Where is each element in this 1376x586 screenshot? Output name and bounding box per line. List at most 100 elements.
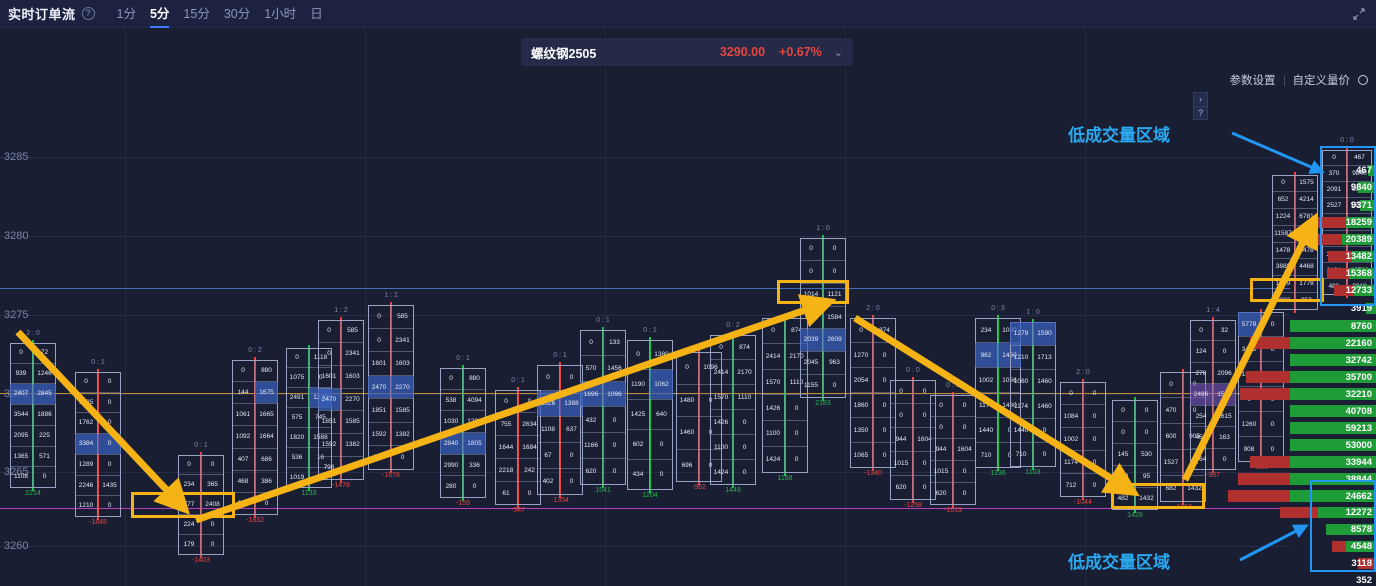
bid-volume-cell: 1155: [800, 375, 823, 397]
gridline-vertical: [605, 28, 606, 586]
question-circle-icon[interactable]: ?: [81, 7, 95, 20]
footprint-row: 652 4214: [1272, 191, 1318, 209]
bid-volume-cell: 0: [930, 395, 953, 416]
footprint-candle[interactable]: 1 : 0 0 0 0 0 1014 1121 499 1584 2039 2609 2045 963 1…: [800, 225, 846, 407]
footprint-candle[interactable]: 1 : 0 1279 1590 1210 1713 1060 1460 1174 1460 144…: [1010, 309, 1056, 476]
footprint-row: 1592 1382: [318, 434, 364, 458]
footprint-candle[interactable]: 1 : 2 0 585 0 2341 1601 1603 2470 2270 1851 1585 15…: [368, 292, 414, 479]
volume-profile-value: 53000: [1345, 439, 1372, 451]
expand-diagonal-icon[interactable]: [1352, 7, 1366, 21]
bid-volume-cell: 1210: [1010, 346, 1033, 370]
volume-profile-row[interactable]: 40708: [1290, 405, 1376, 417]
timeframe-tab-0[interactable]: 1分: [116, 7, 136, 21]
footprint-row: 0 880: [440, 368, 486, 390]
volume-profile-row[interactable]: 33944: [1250, 456, 1376, 468]
footprint-row: 239 0: [232, 492, 278, 515]
volume-bar-buy: [1346, 217, 1376, 228]
volume-profile-row[interactable]: 9371: [1290, 200, 1376, 211]
footprint-row: 1100 0: [762, 421, 808, 448]
volume-profile-row[interactable]: 12272: [1280, 507, 1376, 518]
volume-profile-row[interactable]: 32210: [1240, 388, 1376, 400]
volume-bar-sell: [1358, 558, 1376, 569]
ask-volume-cell: 571: [39, 452, 50, 460]
volume-profile-row[interactable]: 12733: [1290, 285, 1376, 296]
volume-profile-row[interactable]: 4548: [1290, 541, 1376, 552]
bid-volume-cell: 2470: [318, 388, 341, 411]
volume-profile-row[interactable]: 467: [1290, 165, 1376, 176]
volume-profile-value: 35700: [1345, 371, 1372, 383]
volume-profile-row[interactable]: 352: [1290, 575, 1376, 586]
footprint-candle[interactable]: 0 : 2 0 880 144 1675 1061 1665 1092 1664 407 686 46…: [232, 347, 278, 524]
parameter-settings-button[interactable]: 参数设置: [1229, 75, 1276, 87]
footprint-candle[interactable]: 0 : 1 0 1380 1190 1062 1425 640 602 0 434 0 1204: [627, 327, 673, 499]
footprint-candle[interactable]: 0 : 1 0 0 0 0 944 1604 1015 0 620 0 -1013: [930, 382, 976, 514]
bid-volume-cell: 432: [580, 407, 603, 433]
ask-volume-cell: 585: [397, 313, 408, 320]
volume-profile-row[interactable]: 59213: [1290, 422, 1376, 434]
volume-profile-row[interactable]: 18259: [1290, 217, 1376, 228]
volume-profile-row[interactable]: 9840: [1290, 182, 1376, 193]
gear-icon[interactable]: [1358, 75, 1368, 85]
candle-delta-header: 0 : 1: [946, 382, 960, 389]
panel-expand-button[interactable]: ›: [1199, 94, 1202, 104]
volume-profile-row[interactable]: 3919: [1290, 303, 1376, 314]
volume-profile-row[interactable]: 32742: [1290, 354, 1376, 366]
footprint-candle[interactable]: 0 : 1 0 0 1685 0 1762 0 3384 0 1289 0 2246 1435 1210 0…: [75, 359, 121, 526]
panel-help-button[interactable]: ?: [1194, 106, 1207, 119]
footprint-candle[interactable]: 57780343801875000126009080-810: [1238, 309, 1284, 471]
volume-profile-row[interactable]: 3118: [1290, 558, 1376, 569]
timeframe-tab-3[interactable]: 30分: [223, 7, 251, 21]
volume-profile-row[interactable]: 8578: [1290, 524, 1376, 535]
bid-volume-cell: 1289: [75, 454, 98, 475]
volume-profile-row[interactable]: 8760: [1290, 320, 1376, 332]
timeframe-tab-5[interactable]: 日: [310, 7, 323, 21]
timeframe-tab-1[interactable]: 5分: [149, 3, 170, 28]
volume-profile-row[interactable]: 15368: [1290, 268, 1376, 279]
candle-delta-header: 0 : 1: [194, 442, 208, 449]
footprint-row: 252718259: [1322, 198, 1372, 215]
volume-profile-row[interactable]: 20389: [1290, 234, 1376, 245]
volume-profile-row[interactable]: 35700: [1246, 371, 1376, 383]
footprint-candle[interactable]: 2 : 0 0 72 939 1246 2407 2845 3544 1886 2095 225 13…: [10, 330, 56, 497]
volume-profile-row[interactable]: 53000: [1290, 439, 1376, 451]
footprint-row: 2840 1805: [440, 433, 486, 455]
bid-volume-cell: 1425: [627, 400, 650, 429]
candle-delta-total: -987: [1205, 472, 1220, 479]
bid-volume-cell: 1030: [440, 411, 463, 432]
bid-volume-cell: 0: [286, 348, 309, 367]
footprint-candle[interactable]: 0 : 2 0 874 2414 2170 1570 1110 1426 0 1100 0 1424 0…: [710, 322, 756, 494]
ask-volume-cell: 1380: [654, 351, 669, 358]
volume-profile-row[interactable]: 22160: [1250, 337, 1376, 349]
footprint-row: 682 1432: [1160, 476, 1206, 502]
footprint-candle[interactable]: 0 : 1 0 0 755 2634 1644 1684 2218 242 61 0 -547: [495, 377, 541, 514]
footprint-candle[interactable]: 1 : 4 0 32 124 0 278 2096 2496 1544 254 1615 458 163…: [1190, 307, 1236, 479]
timeframe-tab-4[interactable]: 1小时: [264, 7, 297, 21]
candle-delta-total: -1832: [246, 517, 264, 524]
bid-volume-cell: 402: [537, 469, 560, 494]
timeframe-tab-2[interactable]: 15分: [183, 7, 210, 21]
ask-volume-cell: 1234: [467, 418, 482, 426]
footprint-row: 1166 0: [580, 433, 626, 460]
chart-plot-area[interactable]: 3285328032753270326532602 : 007293912462…: [0, 28, 1376, 586]
bid-volume-cell: 0: [890, 404, 913, 427]
candle-delta-total: 1168: [777, 475, 793, 482]
footprint-candle[interactable]: 0 : 1 0 0 1026 1388 1108 637 67 0 402 0 -1354: [537, 352, 583, 504]
low-volume-area-annotation: 低成交量区域: [1068, 126, 1170, 145]
volume-profile-row[interactable]: 13482: [1290, 251, 1376, 262]
custom-volume-price-button[interactable]: 自定义量价: [1292, 75, 1351, 87]
candle-delta-header: 2 : 0: [866, 305, 880, 312]
footprint-candle[interactable]: 1 : 2 0 585 0 2341 1601 1603 2470 2270 1851 1585 15…: [318, 307, 364, 489]
footprint-candle[interactable]: 0 : 1 0 880 538 4094 1030 1234 2840 1805 2990 336 2…: [440, 355, 486, 507]
chevron-down-icon[interactable]: ⌄: [833, 46, 843, 59]
footprint-candle[interactable]: 2 : 0 0 0 1084 0 1002 0 1174 0 712 0 -1044: [1060, 369, 1106, 506]
instrument-selector[interactable]: 螺纹钢2505 3290.00 +0.67% ⌄: [521, 38, 853, 66]
footprint-row: 280 0: [440, 476, 486, 498]
bid-volume-cell: 280: [440, 476, 463, 497]
footprint-row: 144 1675: [232, 382, 278, 405]
footprint-candle[interactable]: 0 : 1 0 133 570 1456 1696 1096 432 0 1166 0 620 0 154…: [580, 317, 626, 494]
footprint-row: 939 1246: [10, 363, 56, 385]
bid-volume-cell: 1026: [537, 391, 560, 416]
